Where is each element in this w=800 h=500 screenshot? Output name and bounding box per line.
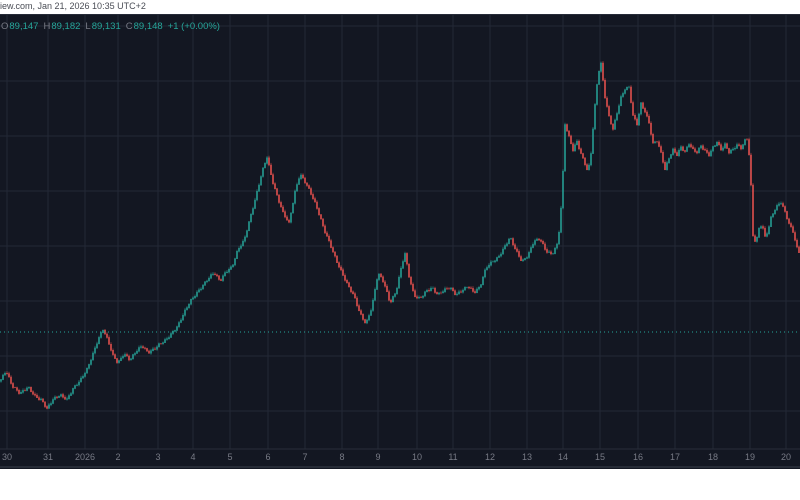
ohlc-low-value: 89,131 (91, 21, 121, 32)
time-axis-label: 6 (265, 452, 271, 462)
ohlc-open-value: 89,147 (9, 21, 39, 32)
time-axis-label: 8 (339, 452, 345, 462)
time-axis-label: 9 (375, 452, 381, 462)
time-axis-label: 19 (744, 452, 756, 462)
time-axis-label: 15 (594, 452, 606, 462)
time-axis-label: 17 (669, 452, 681, 462)
time-axis-label: 11 (448, 452, 458, 462)
time-axis-label: 20 (780, 452, 792, 462)
time-axis-label: 14 (557, 452, 569, 462)
ohlc-legend: O89,147 H89,182 L89,131 C89,148 +1 (+0.00%) (1, 21, 220, 32)
time-axis-label: 5 (227, 452, 233, 462)
time-axis[interactable]: 30 31 2026 2 3 4 5 6 7 8 9 10 11 12 13 14 15 16 17 18 19 20 (0, 452, 800, 467)
time-axis-label: 7 (302, 452, 308, 462)
watermark-text: iew.com, Jan 21, 2026 10:35 UTC+2 (0, 1, 146, 11)
ohlc-high-value: 89,182 (51, 21, 81, 32)
ohlc-change-value: +1 (+0.00%) (167, 21, 220, 32)
time-axis-label: 18 (707, 452, 719, 462)
time-axis-label: 13 (521, 452, 533, 462)
ohlc-open-label: O (1, 21, 9, 32)
chart-canvas[interactable] (0, 15, 800, 470)
page-margin-top: iew.com, Jan 21, 2026 10:35 UTC+2 (0, 0, 800, 14)
time-axis-label: 2026 (74, 452, 96, 462)
time-axis-label: 2 (115, 452, 121, 462)
ohlc-low-label: L (85, 21, 91, 32)
time-axis-label: 4 (190, 452, 196, 462)
time-axis-label: 16 (632, 452, 644, 462)
ohlc-close-value: 89,148 (133, 21, 163, 32)
ohlc-high-label: H (43, 21, 51, 32)
candlestick-chart: O89,147 H89,182 L89,131 C89,148 +1 (+0.00%) … (0, 14, 800, 469)
time-axis-label: 3 (155, 452, 161, 462)
time-axis-label: 30 (1, 452, 13, 462)
time-axis-label: 31 (42, 452, 54, 462)
page-margin-bottom (0, 469, 800, 500)
time-axis-label: 10 (411, 452, 423, 462)
time-axis-label: 12 (484, 452, 496, 462)
ohlc-close-label: C (125, 21, 133, 32)
